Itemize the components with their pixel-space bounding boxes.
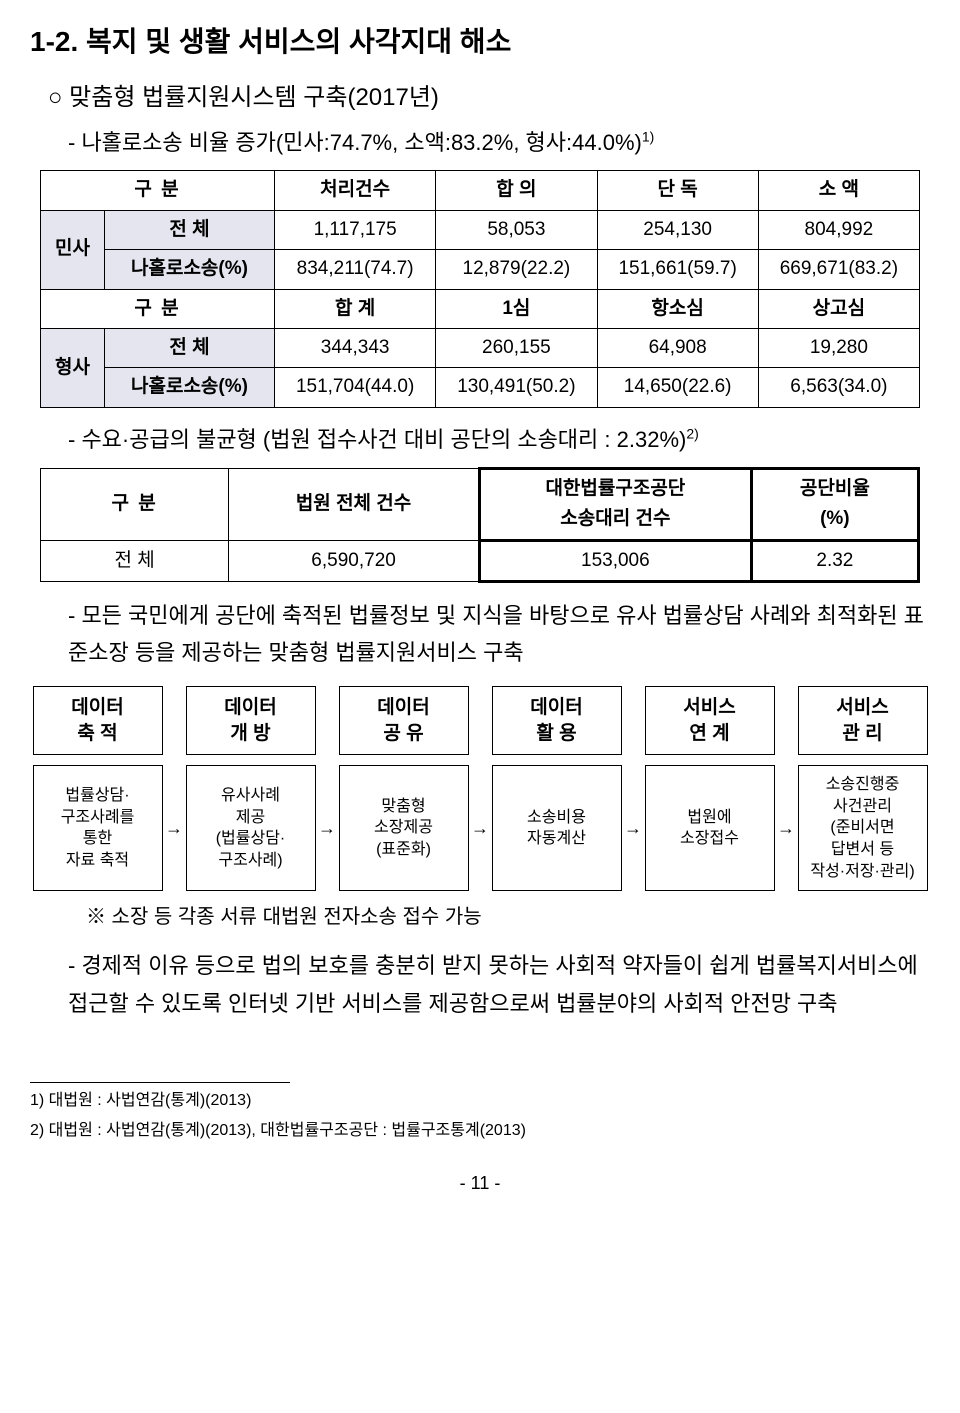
- flow-heads-row: 데이터 축 적 데이터 개 방 데이터 공 유 데이터 활 용 서비스 연 계 …: [33, 686, 928, 755]
- t1-r2-3: 151,661(59.7): [597, 250, 758, 289]
- flow-body-4: 법원에 소장접수: [645, 765, 775, 891]
- flow-body-1: 유사사례 제공 (법률상담· 구조사례): [186, 765, 316, 891]
- t2-h-1: 법원 전체 건수: [229, 468, 480, 540]
- t2-r-2: 153,006: [479, 540, 751, 581]
- note-text: ※ 소장 등 각종 서류 대법원 전자소송 접수 가능: [86, 901, 930, 933]
- flow-spacer: [316, 686, 338, 755]
- arrow-icon: →: [775, 765, 797, 891]
- table-ratio: 구 분 법원 전체 건수 대한법률구조공단 소송대리 건수 공단비율 (%) 전…: [40, 467, 920, 583]
- t1-h-0: 구 분: [41, 171, 275, 210]
- subheading-3-text: - 수요·공급의 불균형 (법원 접수사건 대비 공단의 소송대리 : 2.32…: [68, 427, 686, 452]
- flow-head-2: 데이터 공 유: [339, 686, 469, 755]
- t1-h2-2: 1심: [436, 289, 597, 328]
- t1-r3-2: 260,155: [436, 328, 597, 367]
- flow-diagram: 데이터 축 적 데이터 개 방 데이터 공 유 데이터 활 용 서비스 연 계 …: [33, 686, 928, 891]
- arrow-icon: →: [622, 765, 644, 891]
- t2-r-0: 전 체: [41, 540, 229, 581]
- t2-h-2: 대한법률구조공단 소송대리 건수: [479, 468, 751, 540]
- paragraph-1: - 모든 국민에게 공단에 축적된 법률정보 및 지식을 바탕으로 유사 법률상…: [68, 597, 930, 672]
- section-heading: 1-2. 복지 및 생활 서비스의 사각지대 해소: [30, 20, 930, 65]
- t1-h2-1: 합 계: [275, 289, 436, 328]
- flow-head-1: 데이터 개 방: [186, 686, 316, 755]
- flow-body-2: 맞춤형 소장제공 (표준화): [339, 765, 469, 891]
- footnote-2: 2) 대법원 : 사법연감(통계)(2013), 대한법률구조공단 : 법률구조…: [30, 1119, 930, 1143]
- footnote-separator: [30, 1082, 290, 1083]
- table-civil-criminal: 구 분 처리건수 합 의 단 독 소 액 민사 전 체 1,117,175 58…: [40, 170, 920, 407]
- footnote-1: 1) 대법원 : 사법연감(통계)(2013): [30, 1089, 930, 1113]
- t1-r3-0: 전 체: [105, 328, 275, 367]
- flow-spacer: [775, 686, 797, 755]
- t2-r-1: 6,590,720: [229, 540, 480, 581]
- t1-r3-4: 19,280: [758, 328, 919, 367]
- t1-h-4: 소 액: [758, 171, 919, 210]
- flow-body-3: 소송비용 자동계산: [492, 765, 622, 891]
- flow-spacer: [469, 686, 491, 755]
- t2-r-3: 2.32: [751, 540, 918, 581]
- page-number: - 11 -: [30, 1169, 930, 1198]
- paragraph-2: - 경제적 이유 등으로 법의 보호를 충분히 받지 못하는 사회적 약자들이 …: [68, 947, 930, 1022]
- t1-h2-4: 상고심: [758, 289, 919, 328]
- flow-bodies-row: 법률상담· 구조사례를 통한 자료 축적 → 유사사례 제공 (법률상담· 구조…: [33, 765, 928, 891]
- t1-r2-4: 669,671(83.2): [758, 250, 919, 289]
- t1-h2-3: 항소심: [597, 289, 758, 328]
- t1-r4-2: 130,491(50.2): [436, 368, 597, 407]
- t1-h-2: 합 의: [436, 171, 597, 210]
- arrow-icon: →: [316, 765, 338, 891]
- t1-r2-1: 834,211(74.7): [275, 250, 436, 289]
- t2-h-0: 구 분: [41, 468, 229, 540]
- t1-r3-3: 64,908: [597, 328, 758, 367]
- flow-head-3: 데이터 활 용: [492, 686, 622, 755]
- flow-body-5: 소송진행중 사건관리 (준비서면 답변서 등 작성·저장·관리): [798, 765, 928, 891]
- t1-r1-0: 전 체: [105, 210, 275, 249]
- t1-h-1: 처리건수: [275, 171, 436, 210]
- t1-h2-0: 구 분: [41, 289, 275, 328]
- subheading-2-text: - 나홀로소송 비율 증가(민사:74.7%, 소액:83.2%, 형사:44.…: [68, 130, 642, 155]
- t1-r1-3: 254,130: [597, 210, 758, 249]
- t1-r1-1: 1,117,175: [275, 210, 436, 249]
- t2-h-3: 공단비율 (%): [751, 468, 918, 540]
- flow-head-0: 데이터 축 적: [33, 686, 163, 755]
- flow-head-5: 서비스 관 리: [798, 686, 928, 755]
- t1-crim-label: 형사: [41, 328, 105, 407]
- subheading-3: - 수요·공급의 불균형 (법원 접수사건 대비 공단의 소송대리 : 2.32…: [68, 422, 930, 457]
- subheading-2: - 나홀로소송 비율 증가(민사:74.7%, 소액:83.2%, 형사:44.…: [68, 125, 930, 160]
- t1-r4-4: 6,563(34.0): [758, 368, 919, 407]
- flow-spacer: [163, 686, 185, 755]
- footnote-ref-1: 1): [642, 129, 654, 145]
- flow-body-0: 법률상담· 구조사례를 통한 자료 축적: [33, 765, 163, 891]
- arrow-icon: →: [469, 765, 491, 891]
- t1-r2-2: 12,879(22.2): [436, 250, 597, 289]
- flow-head-4: 서비스 연 계: [645, 686, 775, 755]
- t1-civil-label: 민사: [41, 210, 105, 289]
- t1-r2-0: 나홀로소송(%): [105, 250, 275, 289]
- t1-r4-3: 14,650(22.6): [597, 368, 758, 407]
- t1-h-3: 단 독: [597, 171, 758, 210]
- t1-r3-1: 344,343: [275, 328, 436, 367]
- footnote-ref-2: 2): [686, 425, 698, 441]
- t1-r1-4: 804,992: [758, 210, 919, 249]
- t1-r4-0: 나홀로소송(%): [105, 368, 275, 407]
- t1-r1-2: 58,053: [436, 210, 597, 249]
- t1-r4-1: 151,704(44.0): [275, 368, 436, 407]
- arrow-icon: →: [163, 765, 185, 891]
- flow-spacer: [622, 686, 644, 755]
- subheading-1: ○ 맞춤형 법률지원시스템 구축(2017년): [48, 79, 930, 117]
